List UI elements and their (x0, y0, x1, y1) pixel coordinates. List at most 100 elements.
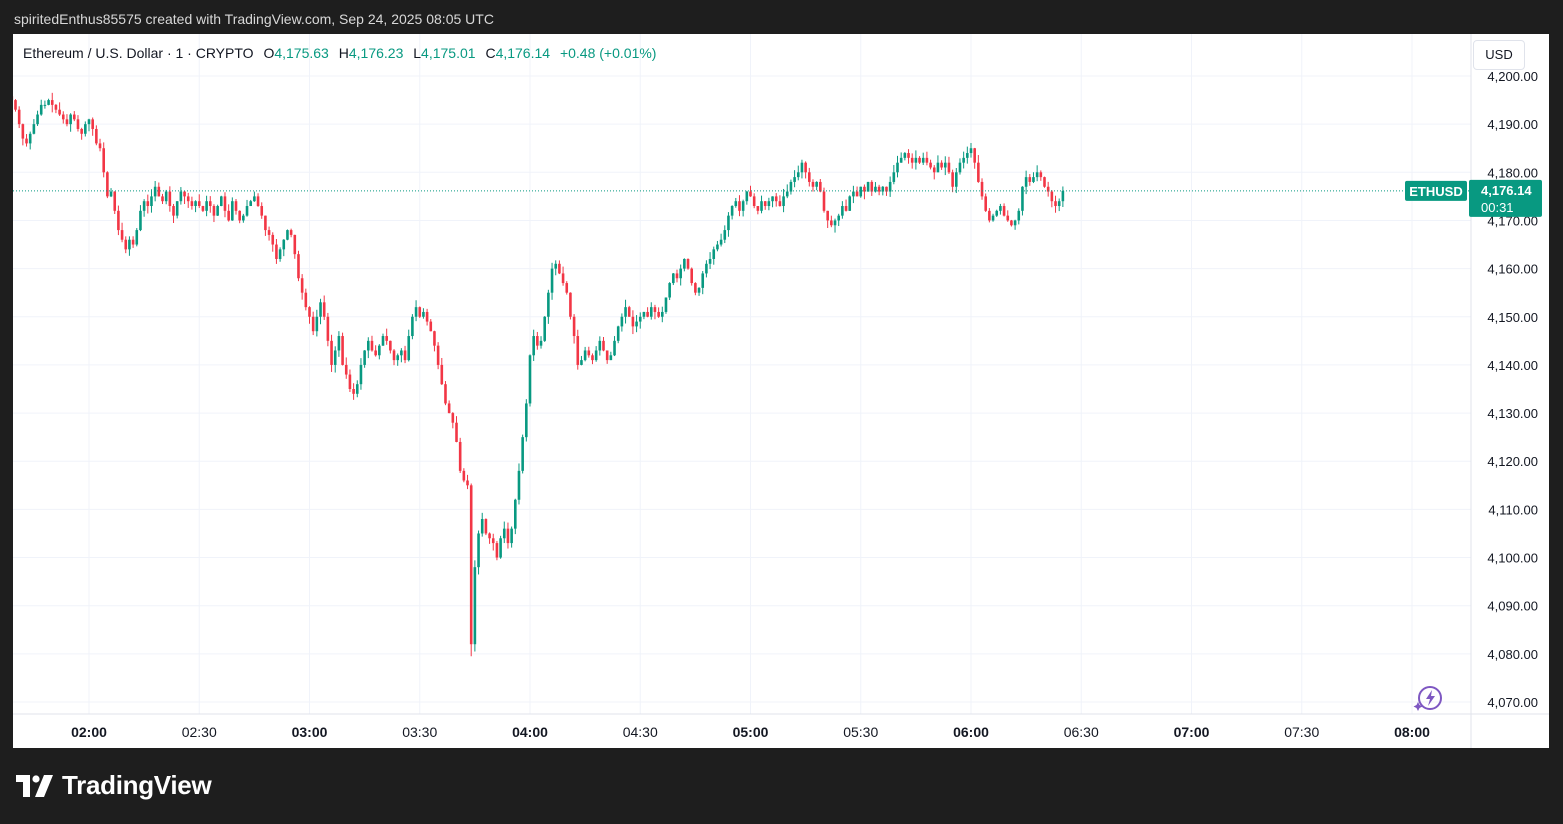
candle-body (598, 340, 602, 351)
candle-body (208, 201, 212, 207)
candle-body (422, 311, 425, 317)
price-tick-label: 4,170.00 (1487, 213, 1538, 228)
candle-body (186, 196, 190, 202)
candle-body (1010, 220, 1013, 226)
candle-body (95, 128, 98, 144)
candle-body (1032, 177, 1035, 182)
candle-body (962, 157, 965, 163)
candle-body (789, 181, 793, 192)
candle-body (1050, 191, 1054, 202)
candle-body (175, 201, 179, 216)
price-tick-label: 4,120.00 (1487, 454, 1538, 469)
candle-body (767, 201, 771, 207)
candle-body (591, 355, 594, 361)
candle-body (940, 162, 943, 168)
candle-body (741, 201, 745, 211)
symbol-description: Ethereum / U.S. Dollar · 1 · CRYPTO (23, 45, 254, 61)
candle-body (734, 201, 738, 207)
candle-body (855, 191, 859, 197)
candle-body (796, 172, 800, 178)
candle-body (344, 364, 348, 375)
price-tick-label: 4,090.00 (1487, 599, 1538, 614)
candle-body (730, 206, 734, 216)
candle-body (378, 345, 381, 356)
candle-body (870, 181, 874, 192)
candle-body (466, 480, 469, 486)
candle-body (587, 350, 591, 356)
time-tick-label: 04:30 (623, 724, 658, 740)
candle-body (1061, 190, 1065, 202)
candle-body (337, 336, 341, 351)
candle-body (675, 273, 679, 279)
candle-body (348, 374, 352, 389)
candle-body (819, 181, 822, 192)
candle-body (242, 215, 245, 221)
candle-body (87, 119, 91, 125)
candle-body (778, 201, 782, 207)
candlestick-chart[interactable]: 4,070.00 4,080.00 4,090.00 4,100.00 4,110.00… (13, 34, 1549, 748)
brand-name: TradingView (62, 770, 212, 800)
time-tick-label: 02:00 (71, 724, 107, 740)
candle-body (124, 239, 128, 250)
candle-body (774, 196, 778, 202)
candle-body (1006, 215, 1010, 221)
candle-body (172, 206, 175, 216)
candle-body (264, 215, 267, 231)
candle-body (863, 186, 866, 192)
candle-body (991, 215, 995, 221)
candle-body (885, 186, 888, 192)
candle-body (569, 292, 572, 317)
tradingview-logo-icon (16, 774, 53, 797)
candle-body (892, 172, 896, 182)
candle-body (1054, 201, 1057, 207)
candle-body (793, 177, 796, 182)
candle-body (668, 283, 671, 298)
candle-body (760, 201, 763, 211)
candle-body (771, 196, 774, 202)
currency-button[interactable]: USD (1473, 40, 1525, 70)
close-label: C (485, 45, 496, 61)
candle-body (308, 307, 311, 317)
lightning-icon[interactable] (1413, 686, 1442, 711)
candle-body (602, 340, 605, 351)
candle-body (400, 350, 403, 356)
candle-body (54, 104, 58, 110)
candle-body (80, 128, 83, 134)
candle-body (183, 191, 186, 197)
candle-body (330, 340, 333, 365)
candle-body (973, 148, 976, 163)
candle-body (477, 533, 480, 568)
tradingview-brand[interactable]: TradingView (16, 770, 212, 801)
candle-body (664, 297, 668, 312)
candle-body (881, 186, 885, 192)
candle-body (841, 206, 844, 216)
candle-body (558, 263, 561, 274)
candle-body (28, 133, 32, 144)
candle-body (943, 162, 947, 168)
candle-body (572, 316, 576, 337)
candle-body (495, 543, 499, 558)
candle-body (1043, 177, 1046, 187)
candle-body (528, 355, 532, 404)
candle-body (988, 210, 991, 221)
last-price-value: 4,176.14 (1481, 183, 1532, 198)
candle-body (271, 234, 275, 245)
candle-body (995, 210, 999, 216)
candle-body (326, 316, 330, 341)
candle-body (550, 268, 554, 293)
candle-body (190, 201, 194, 207)
candle-body (980, 181, 984, 197)
price-change: +0.48 (+0.01%) (559, 45, 657, 61)
candle-body (1021, 186, 1024, 211)
candle-body (135, 230, 139, 245)
candle-body (624, 307, 627, 317)
candle-body (808, 172, 811, 182)
time-tick-label: 03:00 (292, 724, 328, 740)
candle-body (234, 201, 238, 211)
candle-body (605, 350, 609, 361)
high-label: H (338, 45, 349, 61)
candle-body (47, 100, 50, 105)
candle-body (561, 273, 565, 284)
chart-panel[interactable]: 4,070.00 4,080.00 4,090.00 4,100.00 4,110.00… (13, 34, 1549, 748)
candle-body (58, 109, 61, 115)
